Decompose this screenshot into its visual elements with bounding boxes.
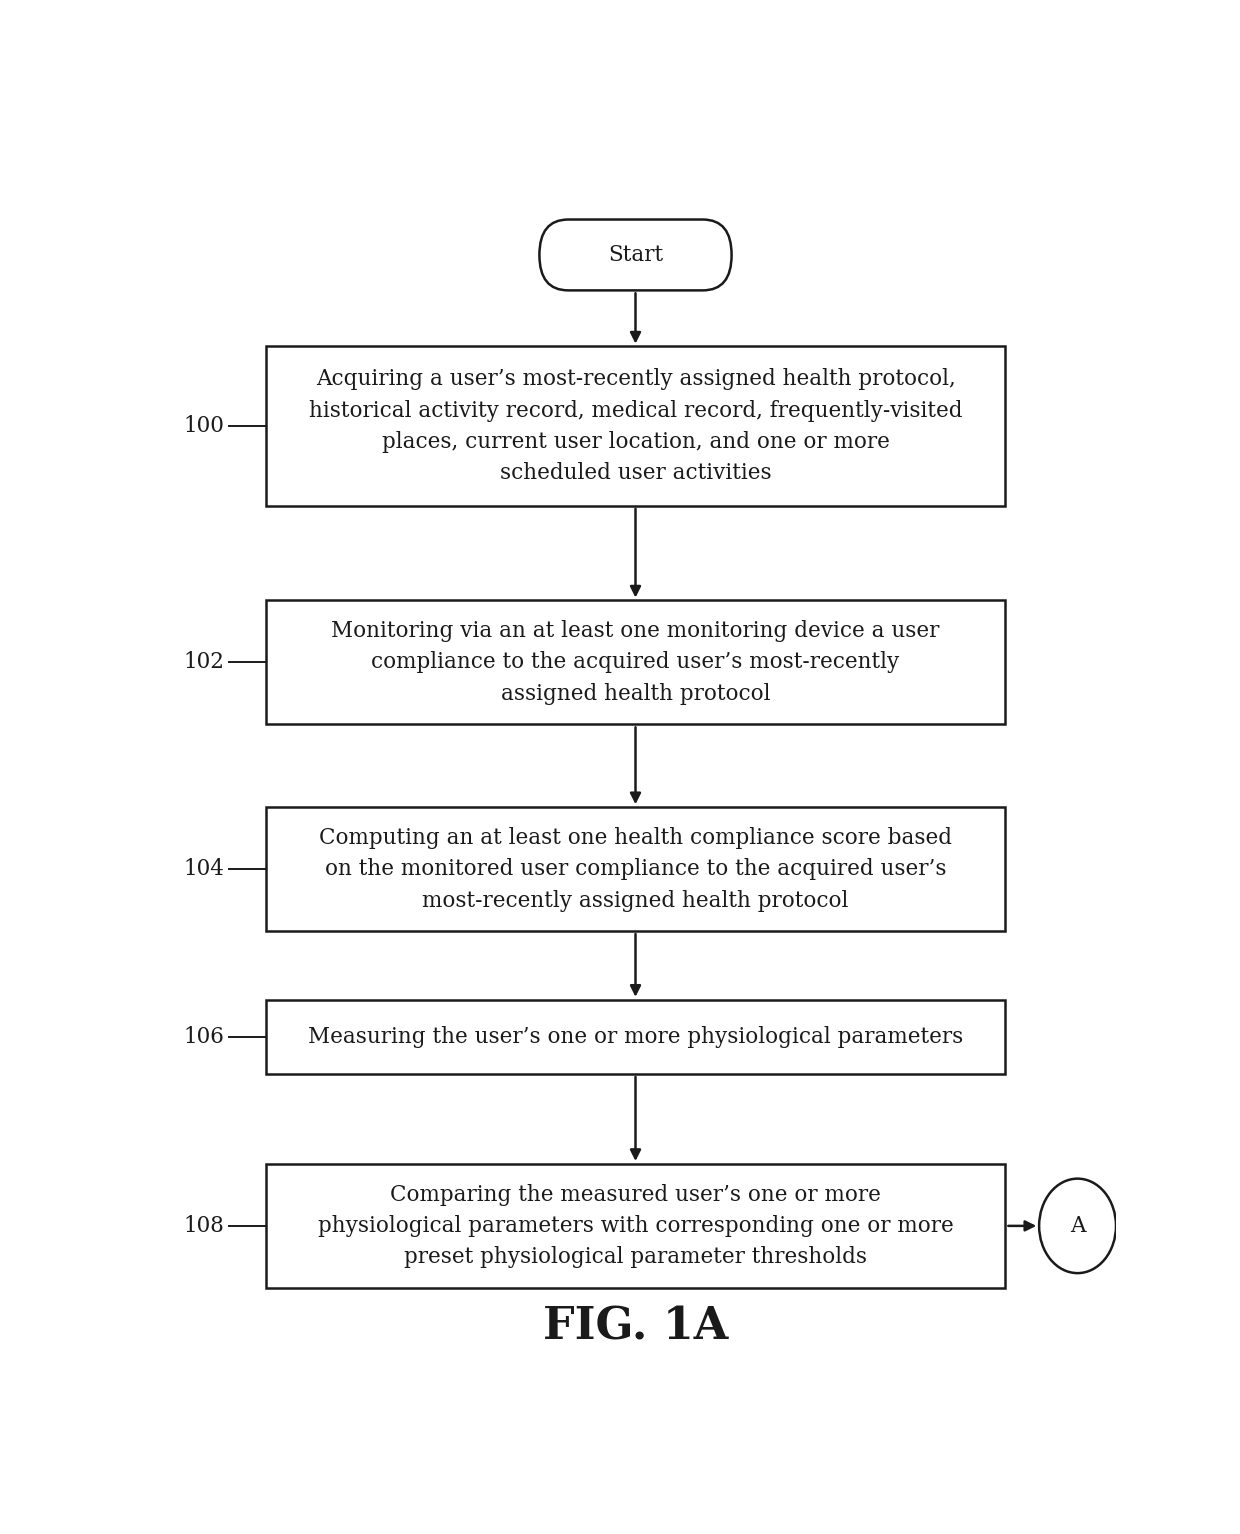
FancyBboxPatch shape	[539, 219, 732, 290]
Text: Monitoring via an at least one monitoring device a user
compliance to the acquir: Monitoring via an at least one monitorin…	[331, 620, 940, 704]
Text: A: A	[1070, 1215, 1085, 1236]
Text: Computing an at least one health compliance score based
on the monitored user co: Computing an at least one health complia…	[319, 827, 952, 911]
Circle shape	[1039, 1178, 1116, 1273]
Text: 100: 100	[184, 416, 224, 437]
FancyBboxPatch shape	[265, 807, 1006, 931]
FancyBboxPatch shape	[265, 1000, 1006, 1074]
Text: 104: 104	[184, 858, 224, 881]
Text: 108: 108	[184, 1215, 224, 1236]
Text: Measuring the user’s one or more physiological parameters: Measuring the user’s one or more physiol…	[308, 1026, 963, 1048]
FancyBboxPatch shape	[265, 347, 1006, 506]
Text: 106: 106	[184, 1026, 224, 1048]
Text: Acquiring a user’s most-recently assigned health protocol,
historical activity r: Acquiring a user’s most-recently assigne…	[309, 368, 962, 485]
Text: Start: Start	[608, 244, 663, 265]
FancyBboxPatch shape	[265, 600, 1006, 724]
Text: 102: 102	[184, 652, 224, 673]
Text: FIG. 1A: FIG. 1A	[543, 1305, 728, 1348]
FancyBboxPatch shape	[265, 1164, 1006, 1289]
Text: Comparing the measured user’s one or more
physiological parameters with correspo: Comparing the measured user’s one or mor…	[317, 1184, 954, 1269]
